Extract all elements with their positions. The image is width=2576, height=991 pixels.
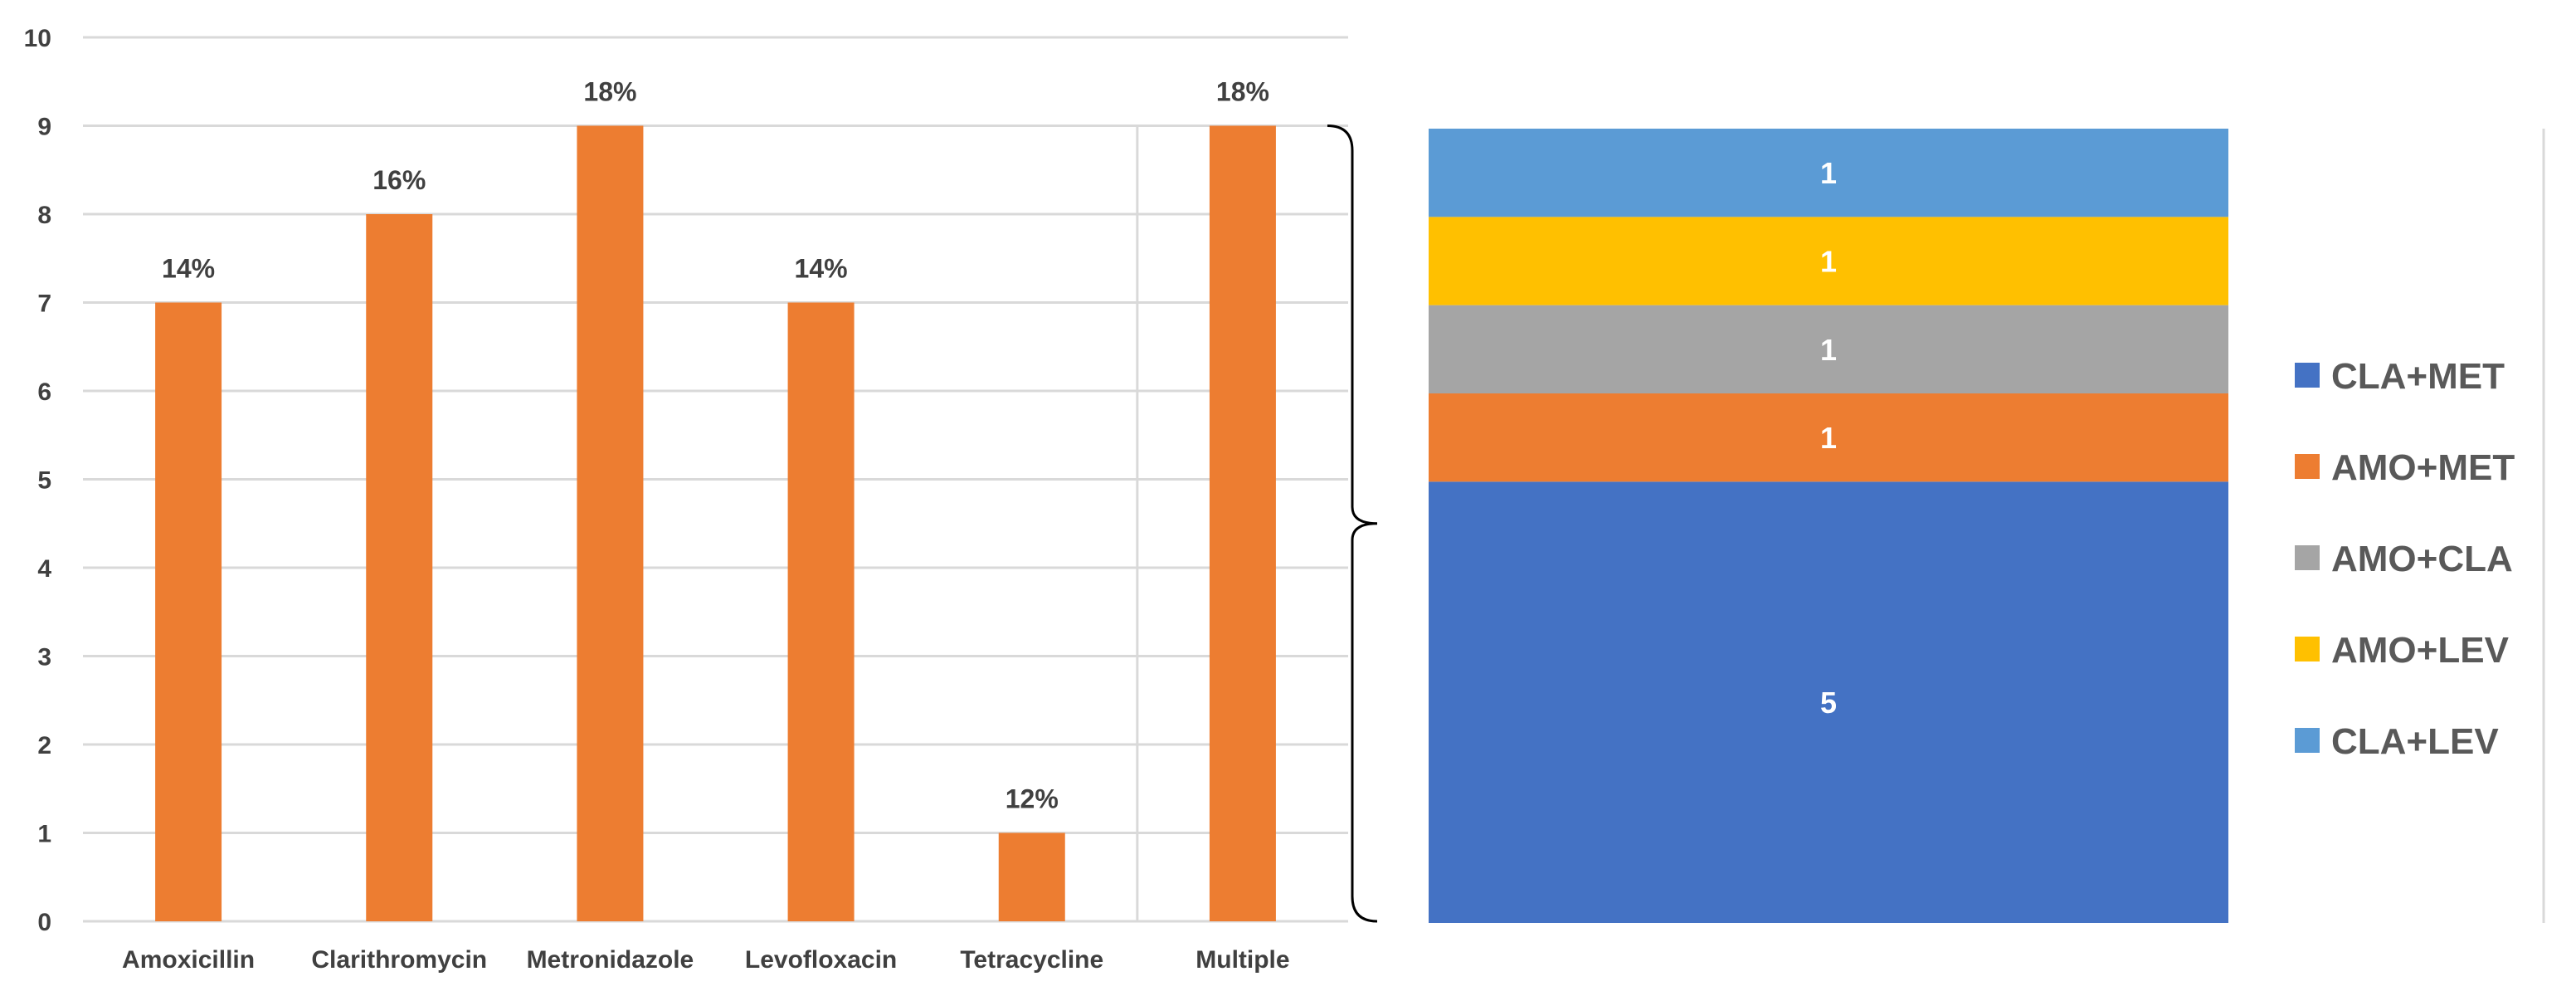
legend-label: AMO+LEV	[2331, 630, 2510, 671]
segment-amo-lev	[1429, 217, 2228, 305]
legend-label: CLA+MET	[2331, 356, 2505, 397]
bar-tetracycline	[998, 832, 1065, 921]
y-tick-label: 8	[37, 202, 51, 229]
stacked-bar-legend: CLA+MET AMO+MET AMO+CLA AMO+LEV CLA+LEV	[2295, 356, 2515, 762]
y-tick-label: 3	[37, 644, 51, 671]
segment-data-label: 1	[1820, 156, 1837, 190]
y-tick-label: 2	[37, 732, 51, 759]
segment-data-label: 1	[1820, 421, 1837, 455]
bar-data-label: 18%	[1216, 77, 1269, 107]
resistance-bar-chart: 0 1 2 3 4 5 6 7 8 9 10 14% Amoxicillin 16% Clarithromy…	[24, 25, 1348, 974]
segment-cla-lev	[1429, 129, 2228, 217]
legend-swatch	[2295, 545, 2320, 570]
legend-swatch	[2295, 363, 2320, 388]
legend-swatch	[2295, 454, 2320, 479]
segment-cla-met	[1429, 481, 2228, 923]
y-tick-label: 1	[37, 821, 51, 848]
legend-swatch	[2295, 637, 2320, 661]
segment-data-label: 5	[1820, 686, 1837, 720]
x-tick-label: Multiple	[1195, 946, 1289, 974]
bar-data-label: 14%	[162, 254, 215, 284]
legend-swatch	[2295, 728, 2320, 753]
bar-data-label: 16%	[373, 165, 426, 195]
bar-clarithromycin	[366, 214, 433, 921]
multiple-bracket	[1327, 124, 1378, 923]
curly-bracket	[1327, 124, 1378, 923]
segment-data-label: 1	[1820, 333, 1837, 367]
bar-data-label: 12%	[1006, 784, 1059, 814]
bar-data-label: 18%	[583, 77, 636, 107]
x-tick-label: Metronidazole	[527, 946, 694, 974]
multiple-breakdown-stacked-bar: 5 1 1 1 1	[1429, 129, 2545, 923]
legend-label: AMO+CLA	[2331, 539, 2513, 579]
y-tick-label: 10	[24, 25, 51, 52]
legend-label: CLA+LEV	[2331, 721, 2499, 762]
y-tick-label: 5	[37, 467, 51, 495]
x-tick-label: Tetracycline	[960, 946, 1103, 974]
segment-amo-cla	[1429, 305, 2228, 393]
bar-amoxicillin	[155, 302, 222, 921]
x-tick-label: Clarithromycin	[311, 946, 487, 974]
x-tick-label: Levofloxacin	[745, 946, 897, 974]
y-tick-label: 0	[37, 909, 51, 936]
bar-multiple	[1209, 125, 1276, 921]
bar-levofloxacin	[787, 302, 855, 921]
y-tick-label: 6	[37, 378, 51, 406]
segment-data-label: 1	[1820, 245, 1837, 279]
bar-metronidazole	[577, 125, 644, 921]
legend-label: AMO+MET	[2331, 447, 2515, 488]
bar-data-label: 14%	[795, 254, 848, 284]
y-tick-label: 7	[37, 290, 51, 318]
y-tick-label: 4	[37, 555, 51, 583]
x-tick-label: Amoxicillin	[122, 946, 255, 974]
segment-amo-met	[1429, 393, 2228, 482]
y-tick-label: 9	[37, 114, 51, 141]
